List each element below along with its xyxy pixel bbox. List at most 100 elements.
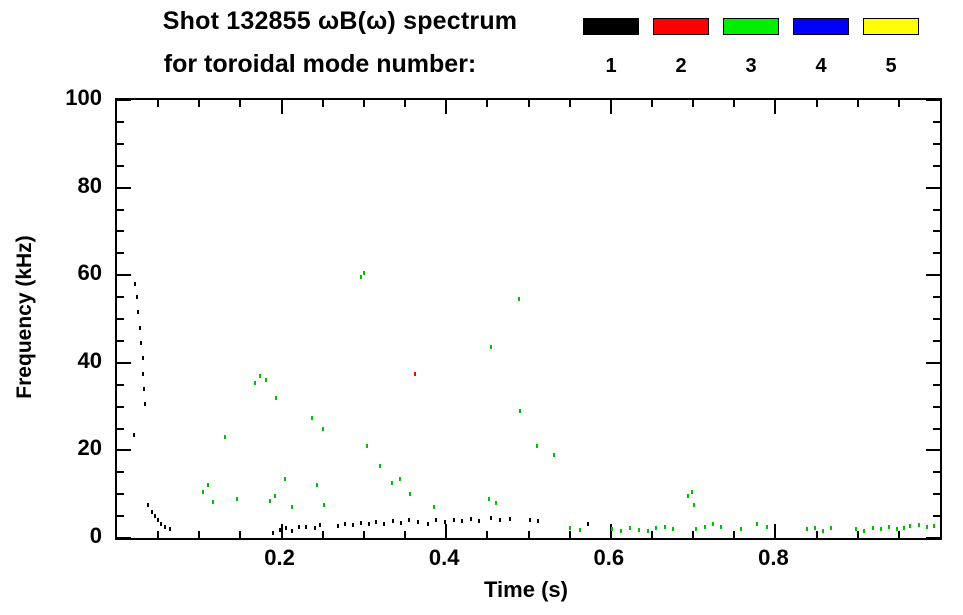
y-minor-tick-left xyxy=(117,120,124,123)
data-point xyxy=(871,526,874,531)
y-major-tick-right xyxy=(926,361,940,364)
data-point xyxy=(863,528,866,533)
data-point xyxy=(399,520,402,525)
y-major-tick-left xyxy=(117,274,131,277)
data-point xyxy=(359,521,362,526)
data-point xyxy=(142,371,145,376)
x-major-tick-top xyxy=(774,100,777,114)
data-point xyxy=(382,521,385,526)
x-minor-tick-top xyxy=(692,100,695,107)
legend-label-4: 4 xyxy=(815,55,827,77)
y-tick-label: 80 xyxy=(77,172,102,198)
data-point xyxy=(535,444,538,449)
data-point xyxy=(313,526,316,531)
data-point xyxy=(283,476,286,481)
data-point xyxy=(805,526,808,531)
x-minor-tick-bottom xyxy=(321,531,324,538)
plot-area xyxy=(115,98,942,540)
data-point xyxy=(896,526,899,531)
legend-label-3: 3 xyxy=(745,55,757,77)
x-major-tick-bottom xyxy=(280,524,283,538)
data-point xyxy=(469,517,472,522)
data-point xyxy=(160,521,163,526)
data-point xyxy=(655,525,658,530)
y-tick-label: 60 xyxy=(77,260,102,286)
x-minor-tick-top xyxy=(404,100,407,107)
data-point xyxy=(259,373,262,378)
data-point xyxy=(343,521,346,526)
data-point xyxy=(315,483,318,488)
y-major-tick-right xyxy=(926,99,940,101)
data-point xyxy=(813,525,816,530)
data-point xyxy=(291,528,294,533)
x-tick-label: 0.6 xyxy=(593,545,625,570)
legend-label-2: 2 xyxy=(675,55,687,77)
data-point xyxy=(460,519,463,524)
y-minor-tick-right xyxy=(933,252,940,255)
data-point xyxy=(274,494,277,499)
data-point xyxy=(628,526,631,531)
data-point xyxy=(291,505,294,510)
data-point xyxy=(153,514,156,519)
y-major-tick-right xyxy=(926,449,940,452)
data-point xyxy=(925,525,928,530)
data-point xyxy=(519,408,522,413)
y-minor-tick-right xyxy=(933,493,940,496)
data-point xyxy=(366,444,369,449)
data-point xyxy=(887,524,890,529)
data-point xyxy=(509,516,512,521)
x-minor-tick-bottom xyxy=(486,531,489,538)
data-point xyxy=(311,415,314,420)
data-point xyxy=(133,433,136,438)
data-point xyxy=(359,275,362,280)
data-point xyxy=(703,524,706,529)
y-minor-tick-right xyxy=(933,230,940,233)
data-point xyxy=(278,528,281,533)
data-point xyxy=(305,524,308,529)
data-point xyxy=(150,509,153,514)
data-point xyxy=(323,503,326,508)
x-minor-tick-bottom xyxy=(198,531,201,538)
x-tick-label: 0.8 xyxy=(758,545,789,570)
y-minor-tick-right xyxy=(933,164,940,167)
legend-swatch-5 xyxy=(863,18,919,35)
data-point xyxy=(879,527,882,532)
legend-label-5: 5 xyxy=(885,55,897,77)
data-point xyxy=(139,325,142,330)
data-point xyxy=(352,522,355,527)
y-major-tick-right xyxy=(926,537,940,539)
legend-label-1: 1 xyxy=(605,55,617,77)
x-major-tick-bottom xyxy=(445,524,448,538)
data-point xyxy=(691,490,694,494)
x-tick-label: 0.4 xyxy=(428,545,460,570)
data-point xyxy=(168,527,171,532)
y-minor-tick-right xyxy=(933,471,940,474)
data-point xyxy=(578,528,581,533)
data-point xyxy=(201,490,204,494)
data-point xyxy=(720,525,723,530)
data-point xyxy=(163,525,166,530)
chart-subtitle: for toroidal mode number: xyxy=(163,50,477,78)
legend-swatches xyxy=(583,18,919,35)
y-major-tick-left xyxy=(117,186,131,189)
data-point xyxy=(692,503,695,508)
x-minor-tick-bottom xyxy=(733,531,736,538)
data-point xyxy=(413,371,416,376)
data-point xyxy=(687,494,690,499)
data-point xyxy=(822,528,825,533)
data-point xyxy=(236,496,239,501)
y-major-tick-left xyxy=(117,99,131,101)
x-minor-tick-bottom xyxy=(568,531,571,538)
data-point xyxy=(432,505,435,510)
x-minor-tick-top xyxy=(856,100,859,107)
data-point xyxy=(756,522,759,527)
data-point xyxy=(391,519,394,524)
x-minor-tick-top xyxy=(362,100,365,107)
data-point xyxy=(909,524,912,529)
data-point xyxy=(739,527,742,532)
data-point xyxy=(695,526,698,531)
x-minor-tick-top xyxy=(897,100,900,107)
legend-swatch-3 xyxy=(723,18,779,35)
y-minor-tick-left xyxy=(117,493,124,496)
